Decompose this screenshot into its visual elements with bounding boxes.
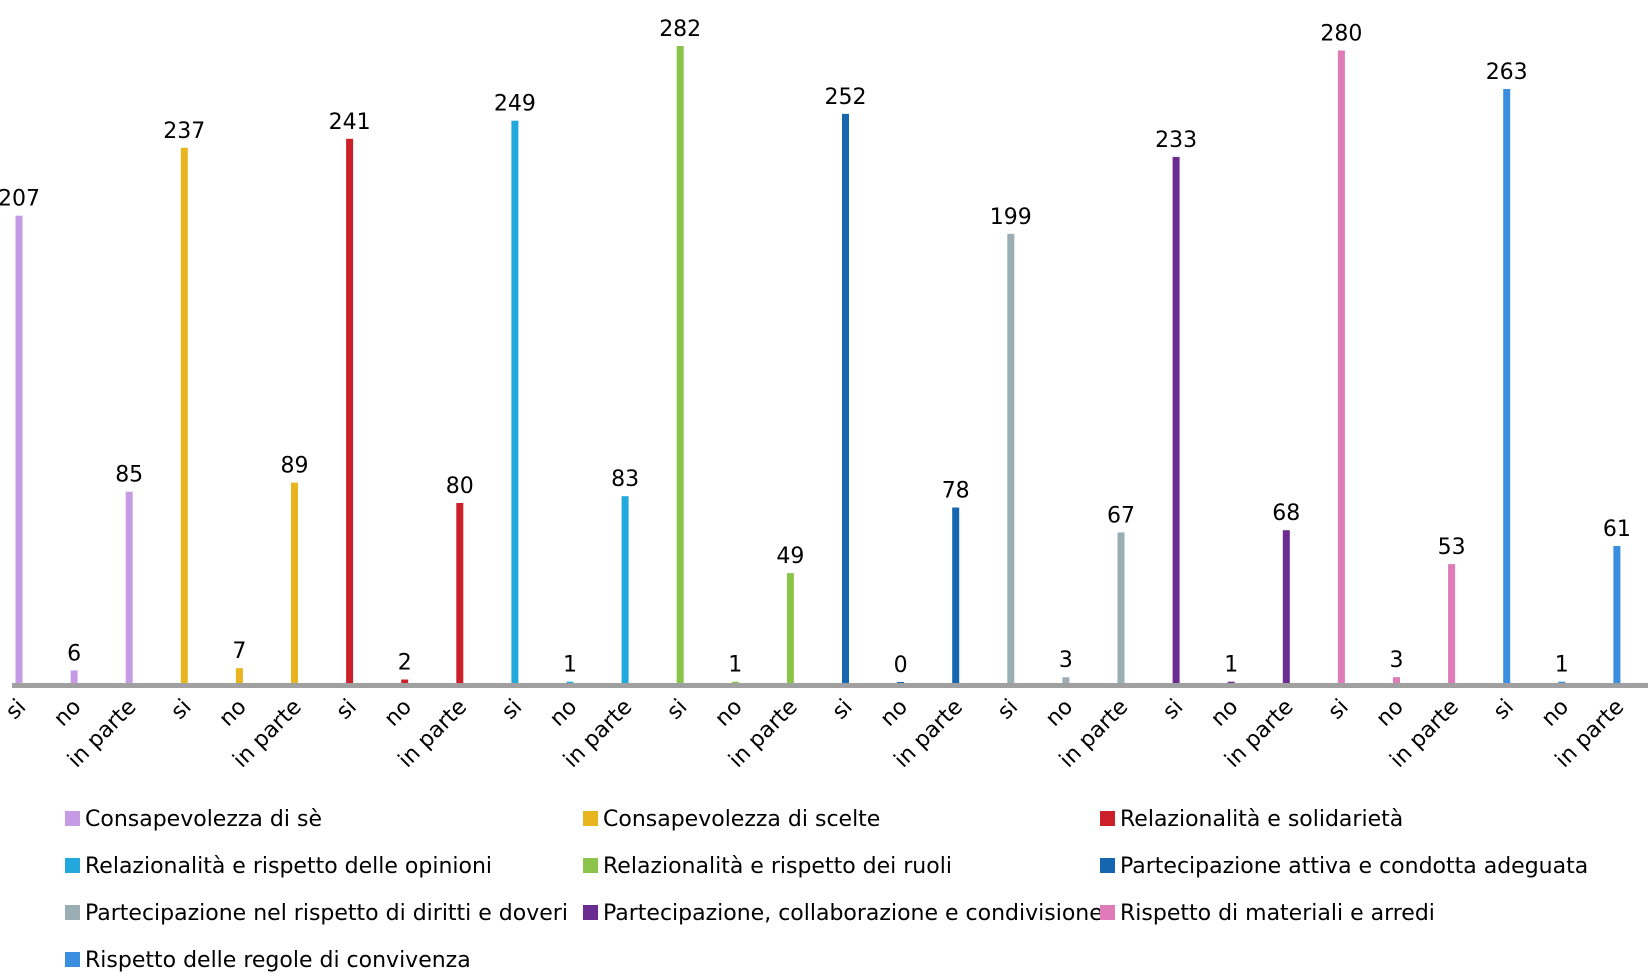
legend-label-3: Relazionalità e solidarietà	[1120, 807, 1403, 832]
value-label-8-1: 233	[1155, 128, 1197, 153]
value-label-2-3: 89	[281, 454, 309, 479]
value-label-9-1: 280	[1320, 22, 1362, 47]
legend-swatch-3	[1100, 811, 1115, 826]
bar-3-2	[401, 679, 409, 684]
value-label-4-1: 249	[494, 92, 536, 117]
bar-10-2	[1558, 681, 1566, 684]
bar-1-2	[70, 670, 78, 684]
legend-swatch-8	[583, 905, 598, 920]
value-label-6-1: 252	[825, 85, 867, 110]
value-label-7-1: 199	[990, 205, 1032, 230]
value-label-5-3: 49	[776, 544, 804, 569]
bar-7-1	[1007, 233, 1015, 685]
value-label-5-1: 282	[659, 17, 701, 42]
legend-swatch-5	[583, 858, 598, 873]
legend-item-10: Rispetto delle regole di convivenza	[65, 948, 471, 973]
value-label-9-2: 3	[1390, 648, 1404, 673]
bar-2-3	[291, 482, 298, 684]
bar-3-1	[346, 138, 354, 685]
legend-item-7: Partecipazione nel rispetto di diritti e…	[65, 901, 568, 926]
value-label-7-2: 3	[1059, 648, 1073, 673]
legend-swatch-7	[65, 905, 80, 920]
bar-7-2	[1062, 677, 1070, 684]
bar-7-3	[1117, 532, 1125, 684]
legend-item-4: Relazionalità e rispetto delle opinioni	[65, 854, 492, 879]
legend-item-8: Partecipazione, collaborazione e condivi…	[583, 901, 1103, 926]
legend-swatch-4	[65, 858, 80, 873]
value-labels-layer: 2076852377892412802491832821492520781993…	[0, 17, 1631, 678]
bar-9-3	[1448, 564, 1456, 684]
bar-4-2	[566, 681, 574, 684]
legend-item-5: Relazionalità e rispetto dei ruoli	[583, 854, 952, 879]
bar-9-1	[1337, 50, 1345, 684]
legend-swatch-9	[1100, 905, 1115, 920]
bar-8-2	[1227, 681, 1235, 684]
bar-6-1	[842, 113, 849, 684]
value-label-8-3: 68	[1272, 501, 1300, 526]
bar-4-1	[511, 120, 519, 684]
legend-swatch-10	[65, 952, 80, 967]
value-label-7-3: 67	[1107, 503, 1135, 528]
bar-1-3	[125, 491, 133, 684]
bar-8-1	[1172, 156, 1180, 684]
bar-2-2	[235, 668, 243, 684]
legend-item-6: Partecipazione attiva e condotta adeguat…	[1100, 854, 1588, 879]
legend-label-2: Consapevolezza di scelte	[603, 807, 880, 832]
legend-swatch-1	[65, 811, 80, 826]
legend-item-9: Rispetto di materiali e arredi	[1100, 901, 1435, 926]
legend-item-1: Consapevolezza di sè	[65, 807, 322, 832]
value-label-1-3: 85	[115, 463, 143, 488]
value-label-10-3: 61	[1603, 517, 1631, 542]
legend-item-2: Consapevolezza di scelte	[583, 807, 880, 832]
value-label-8-2: 1	[1224, 653, 1238, 678]
legend-label-6: Partecipazione attiva e condotta adeguat…	[1120, 854, 1588, 879]
value-label-2-2: 7	[232, 639, 246, 664]
bar-3-3	[456, 503, 464, 684]
value-label-3-1: 241	[329, 110, 371, 135]
value-label-1-2: 6	[67, 641, 81, 666]
legend-label-8: Partecipazione, collaborazione e condivi…	[603, 901, 1103, 926]
value-label-2-1: 237	[163, 119, 205, 144]
bar-8-3	[1282, 530, 1290, 684]
value-label-9-3: 53	[1438, 535, 1466, 560]
bars-layer	[15, 46, 1621, 685]
bar-1-1	[15, 215, 23, 684]
bar-5-3	[786, 573, 794, 684]
legend-item-3: Relazionalità e solidarietà	[1100, 807, 1403, 832]
value-label-5-2: 1	[728, 653, 742, 678]
value-label-10-2: 1	[1555, 653, 1569, 678]
bar-10-3	[1613, 546, 1621, 684]
legend-label-4: Relazionalità e rispetto delle opinioni	[85, 854, 492, 879]
bar-5-1	[676, 46, 684, 684]
bar-5-2	[731, 681, 739, 684]
bar-6-3	[952, 507, 960, 684]
legend-label-9: Rispetto di materiali e arredi	[1120, 901, 1435, 926]
legend-swatch-2	[583, 811, 598, 826]
bar-10-1	[1503, 89, 1511, 684]
legend-label-5: Relazionalità e rispetto dei ruoli	[603, 854, 952, 879]
bar-2-1	[180, 147, 188, 685]
value-label-6-3: 78	[942, 479, 970, 504]
legend-label-1: Consapevolezza di sè	[85, 807, 322, 832]
legend-swatch-6	[1100, 858, 1115, 873]
bar-4-3	[621, 496, 629, 684]
value-label-10-1: 263	[1486, 60, 1528, 85]
value-label-3-3: 80	[446, 474, 474, 499]
legend-label-10: Rispetto delle regole di convivenza	[85, 948, 471, 973]
value-label-6-2: 0	[894, 653, 908, 678]
value-label-1-1: 207	[0, 187, 40, 212]
bar-9-2	[1393, 677, 1400, 684]
legend: Consapevolezza di sè Consapevolezza di sc…	[65, 807, 1588, 973]
legend-label-7: Partecipazione nel rispetto di diritti e…	[85, 901, 568, 926]
value-label-4-3: 83	[611, 467, 639, 492]
value-label-3-2: 2	[398, 651, 412, 676]
x-axis-floor	[12, 683, 1648, 688]
value-label-4-2: 1	[563, 653, 577, 678]
